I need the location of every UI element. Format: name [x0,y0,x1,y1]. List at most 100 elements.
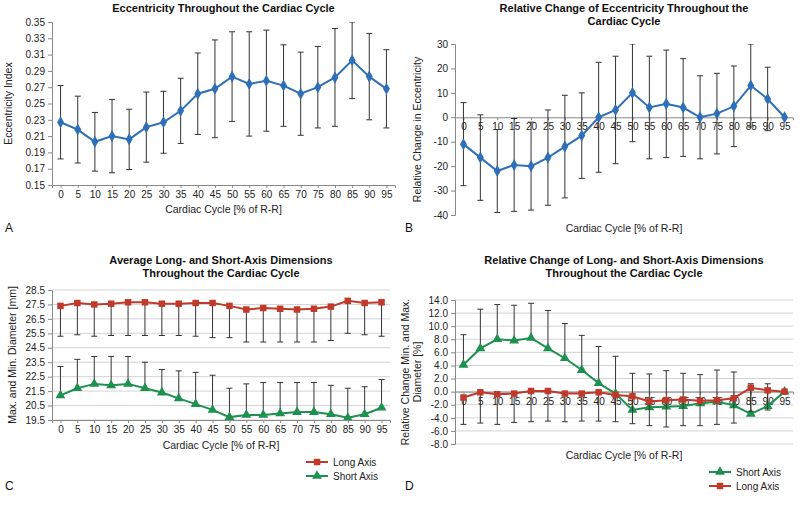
marker [543,343,553,352]
error-bar [246,32,252,136]
marker [459,359,469,368]
error-cap [646,425,652,426]
tick-mark [451,405,455,406]
error-cap [477,309,483,310]
chart-title: Eccentricity Throughout the Cardiac Cycl… [112,2,335,14]
tick: 40 [191,420,203,435]
grid-line [455,430,793,431]
tick-label: -8.0 [431,439,449,450]
tick-mark [48,406,52,407]
tick-mark [48,185,52,186]
error-cap [109,172,115,173]
marker [243,306,249,312]
tick-mark [280,420,281,423]
tick: 30 [158,185,170,200]
tick: 0.27 [26,82,52,93]
marker [562,390,568,396]
tick-label: 0.29 [26,66,46,77]
axis-line [451,45,456,216]
error-cap [226,388,232,389]
marker [208,404,218,413]
error-bar [193,303,199,336]
tick-label: 2.0 [434,373,448,384]
panel-label: C [5,479,14,493]
tick-label: -2.0 [431,399,449,410]
error-bar [328,307,334,341]
error-bar [528,122,534,210]
error-bar [765,67,771,131]
error-stem [547,391,548,421]
tick-label: 95 [381,189,393,200]
marker [697,398,703,404]
error-stem [229,306,230,338]
error-stem [60,306,61,336]
tick: 8.0 [434,334,455,345]
grid-line [455,444,793,445]
error-bar [646,374,652,407]
tick: 20 [123,420,135,435]
tick: 0 [442,112,455,123]
error-cap [281,44,287,45]
error-cap [528,122,534,123]
tick-mark [232,185,233,188]
error-cap [75,96,81,97]
tick-mark [297,420,298,423]
error-bar [680,399,686,425]
tick-label: 28.5 [26,285,46,296]
tick-label: 21.5 [26,386,46,397]
error-bar [663,50,669,157]
tick-mark [48,152,52,153]
tick: 30 [157,420,169,435]
error-stem [683,399,684,425]
series [57,298,385,342]
tick-mark [48,348,52,349]
error-bar [731,66,737,147]
marker [579,390,585,396]
marker [143,121,150,133]
error-cap [298,135,304,136]
error-cap [345,333,351,334]
marker [56,390,66,399]
error-stem [330,307,331,341]
tick-label: -10 [434,136,449,147]
tick-label: 15 [107,189,119,200]
marker [258,409,268,418]
marker [528,160,535,172]
tick-mark [77,420,78,423]
tick-label: 0 [58,424,64,435]
tick-mark [386,185,387,188]
error-stem [547,310,548,348]
tick: 50 [227,185,239,200]
marker [142,299,148,305]
error-cap [332,28,338,29]
tick-mark [382,420,383,423]
tick: -20 [434,161,455,172]
marker [157,387,167,396]
error-bar [731,398,737,423]
tick: 24.5 [26,342,52,353]
tick: 95 [376,420,388,435]
error-bar [243,310,249,343]
tick: 0.17 [26,163,52,174]
error-cap [663,426,669,427]
marker [748,384,754,390]
error-bar [125,302,131,335]
tick-label: 65 [275,424,287,435]
series-line [463,338,784,414]
tick: 25 [140,420,152,435]
error-bar [142,302,148,335]
tick-label: 45 [210,189,222,200]
marker [494,165,501,177]
tick-label: 0.0 [434,386,448,397]
tick-label: 55 [644,121,656,132]
error-cap [379,379,385,380]
error-cap [663,370,669,371]
error-cap [511,422,517,423]
error-cap [362,386,368,387]
tick-mark [48,120,52,121]
tick: 55 [644,117,656,132]
error-cap [176,370,182,371]
tick-mark [60,420,61,423]
grid-line [455,352,793,353]
error-cap [125,335,131,336]
